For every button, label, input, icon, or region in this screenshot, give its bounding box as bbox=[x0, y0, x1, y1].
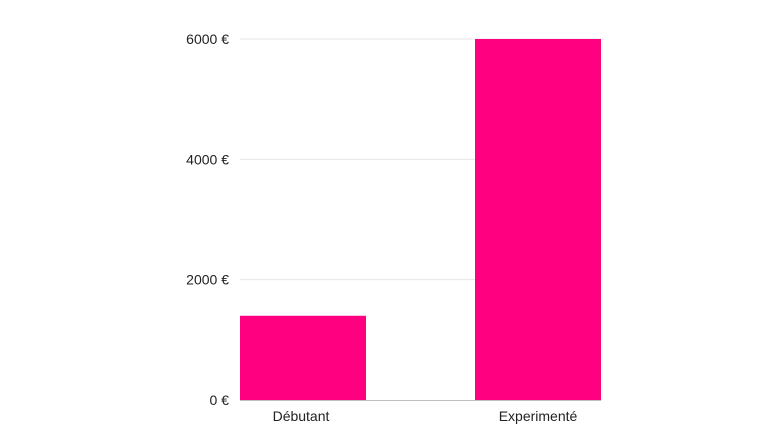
x-tick-label: Experimenté bbox=[499, 408, 578, 424]
y-tick-label: 2000 € bbox=[186, 272, 229, 288]
y-tick-label: 6000 € bbox=[186, 31, 229, 47]
y-tick-labels: 0 € 2000 € 4000 € 6000 € bbox=[186, 31, 229, 408]
x-tick-label: Débutant bbox=[273, 408, 330, 424]
y-tick-label: 4000 € bbox=[186, 151, 229, 167]
bars bbox=[240, 39, 601, 400]
y-tick-label: 0 € bbox=[210, 392, 230, 408]
bar bbox=[240, 315, 366, 400]
x-tick-labels: Débutant Experimenté bbox=[273, 408, 578, 424]
bar bbox=[475, 39, 601, 400]
